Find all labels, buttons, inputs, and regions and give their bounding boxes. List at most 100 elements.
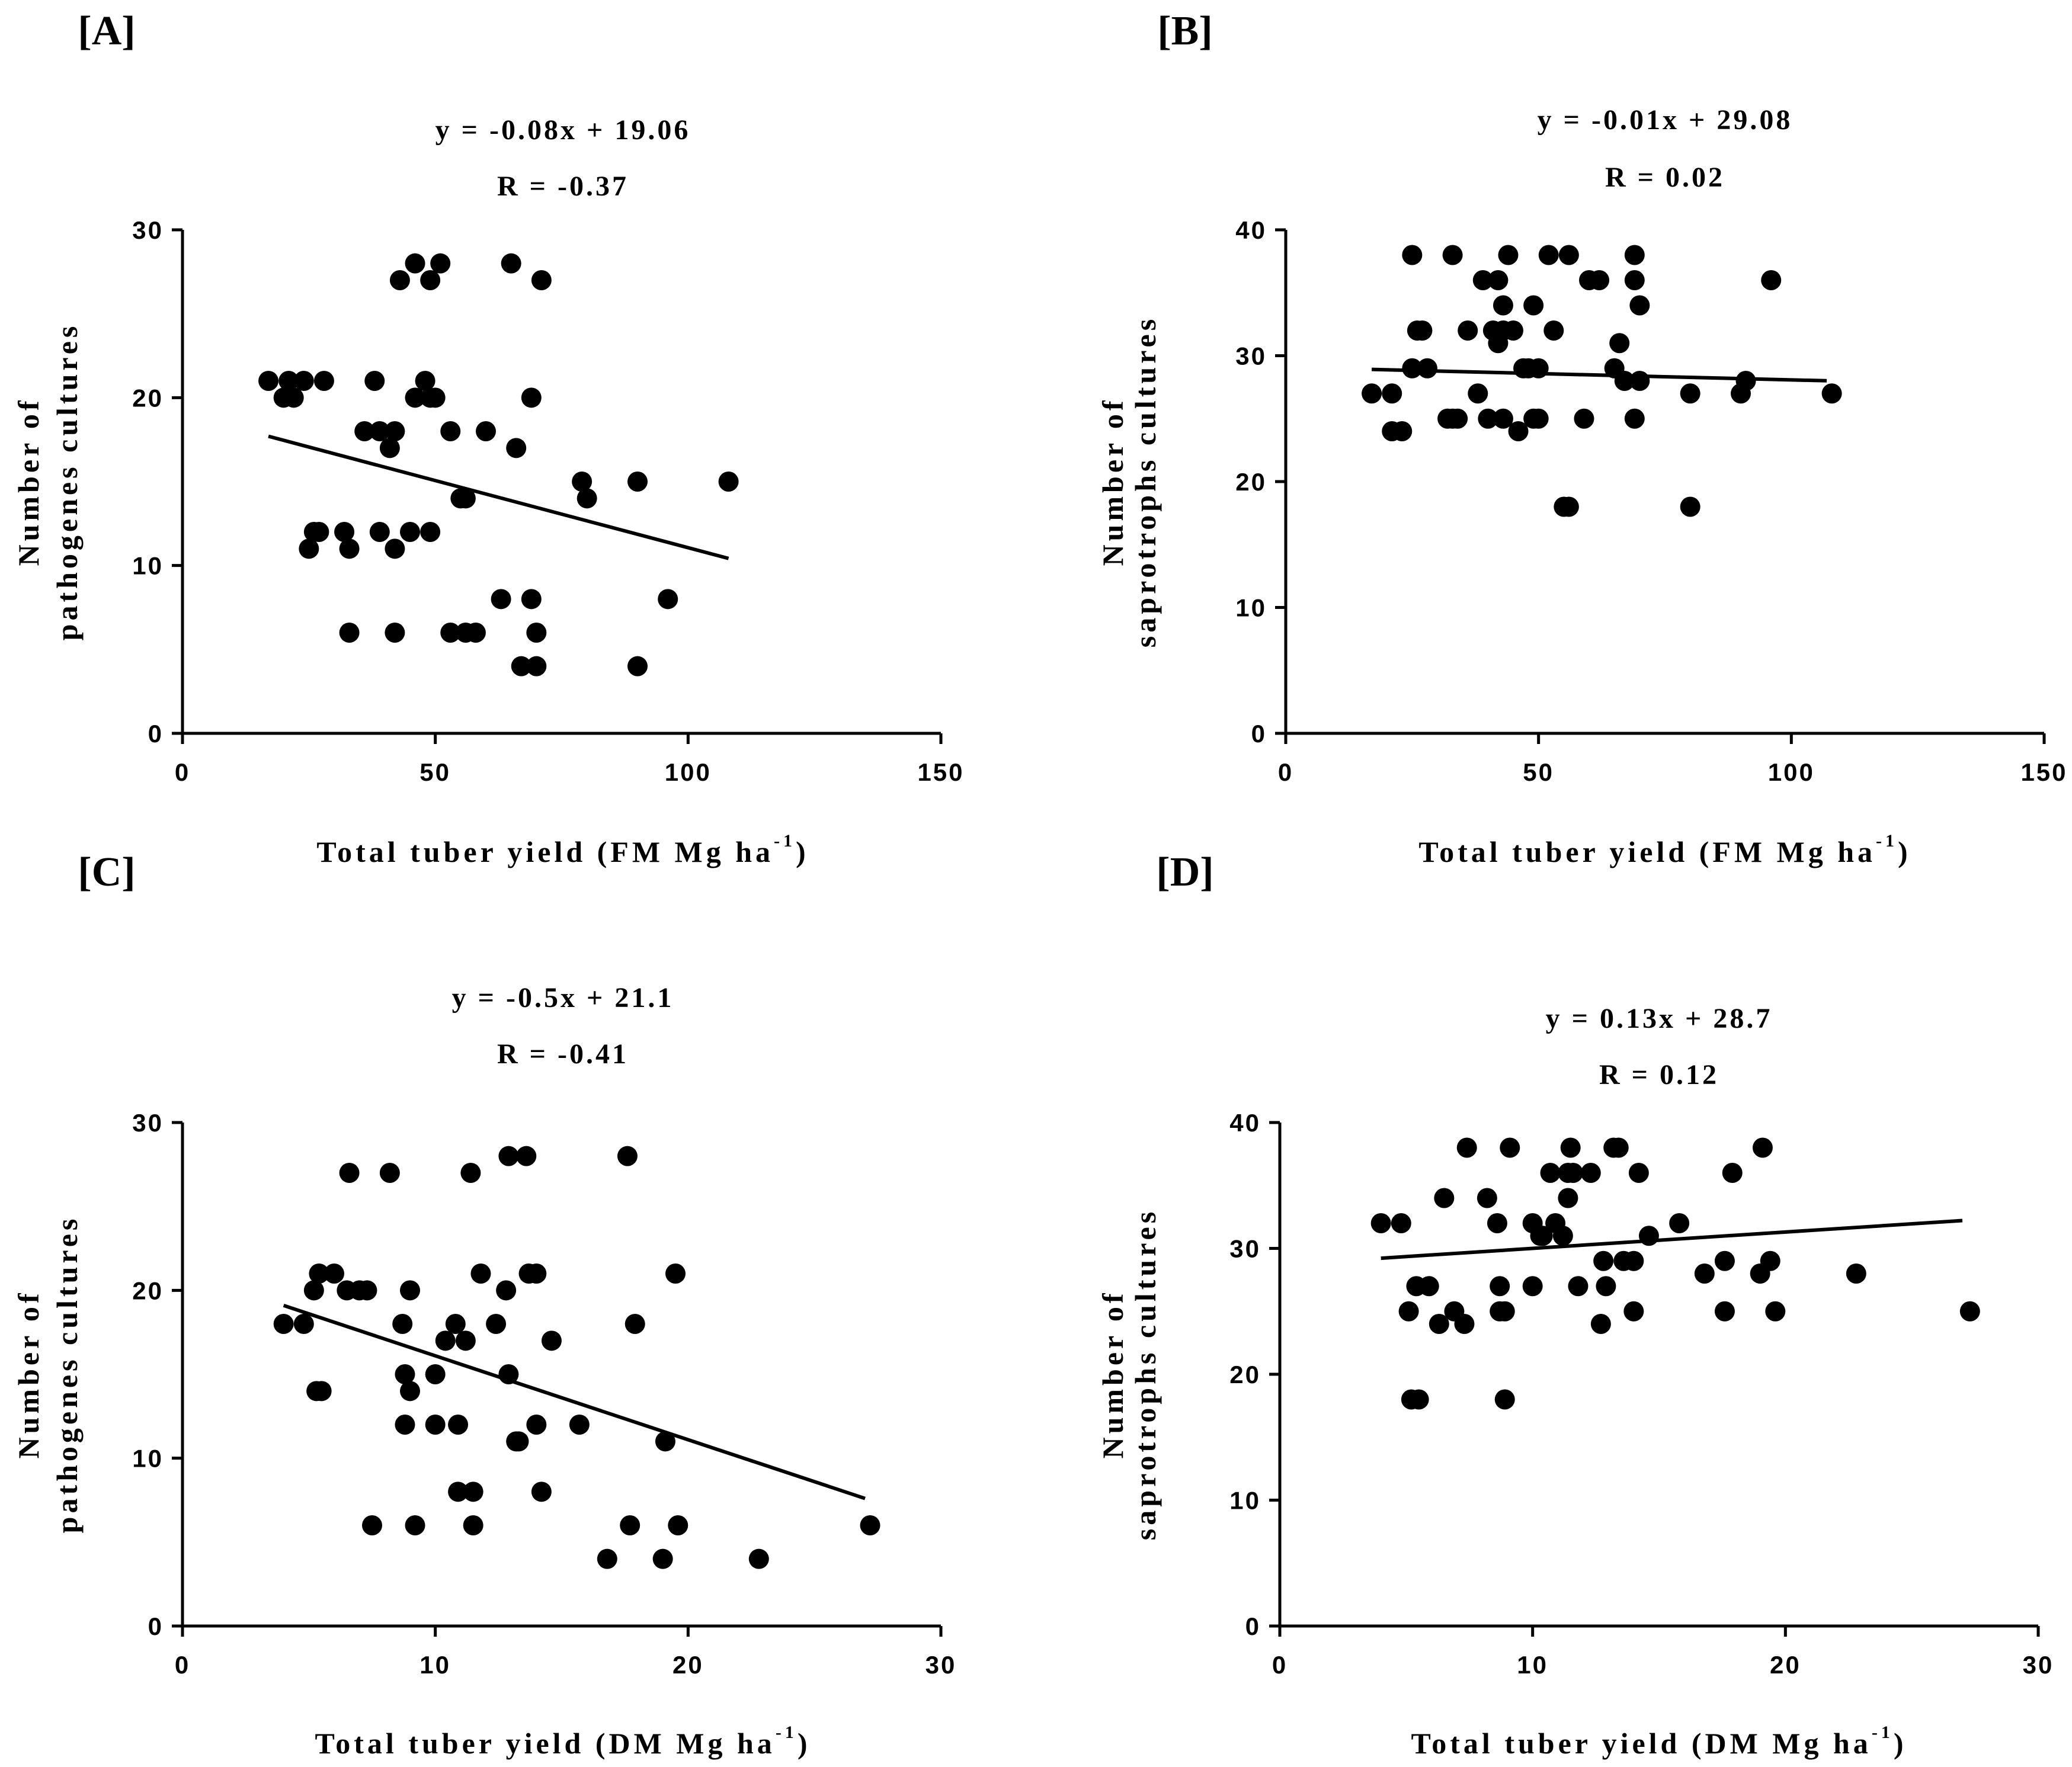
- y-axis-title-line2: saprotrophs cultures: [1129, 316, 1162, 647]
- data-point: [531, 270, 552, 290]
- trend-line: [1371, 367, 1827, 383]
- data-point: [1493, 408, 1513, 429]
- data-point: [1694, 1263, 1715, 1284]
- data-point: [1558, 1188, 1578, 1208]
- data-point: [627, 656, 648, 676]
- x-tick-label: 20: [1770, 1651, 1801, 1679]
- data-point: [339, 538, 360, 559]
- data-point: [1498, 245, 1519, 265]
- data-point: [1735, 371, 1756, 391]
- data-point: [430, 253, 451, 274]
- y-tick-label: 10: [1235, 594, 1267, 622]
- data-point: [1714, 1250, 1735, 1271]
- data-point: [1392, 421, 1413, 441]
- data-point: [1532, 1226, 1553, 1246]
- x-axis-title-superscript: -1: [1872, 1723, 1894, 1742]
- panel-letter: [C]: [78, 849, 135, 895]
- data-point: [1623, 1301, 1644, 1322]
- data-point: [465, 623, 486, 643]
- data-point: [577, 488, 597, 509]
- data-point: [324, 1263, 344, 1284]
- data-point: [1629, 371, 1650, 391]
- x-axis-title-end: ): [1894, 1727, 1907, 1760]
- data-point: [1493, 295, 1513, 316]
- data-point: [1472, 270, 1493, 290]
- data-point: [718, 472, 739, 492]
- data-point: [463, 1481, 483, 1502]
- data-point: [627, 472, 648, 492]
- data-point: [440, 623, 461, 643]
- y-tick-label: 20: [132, 384, 164, 412]
- x-tick-label: 0: [1278, 758, 1293, 786]
- data-point: [476, 421, 496, 441]
- data-point: [1543, 320, 1564, 341]
- panel-letter: [A]: [78, 8, 135, 54]
- data-point: [339, 623, 360, 643]
- data-point: [435, 1330, 456, 1351]
- data-point: [526, 1415, 547, 1435]
- data-point: [1680, 383, 1700, 404]
- x-axis-title: Total tuber yield (FM Mg ha-1): [316, 831, 809, 868]
- data-point: [313, 371, 334, 391]
- data-point: [1487, 1213, 1507, 1233]
- data-point: [369, 421, 390, 441]
- trend-line: [283, 1303, 866, 1500]
- x-axis-title-text: Total tuber yield (FM Mg ha: [316, 835, 774, 868]
- data-point: [1821, 383, 1842, 404]
- y-tick-label: 30: [132, 1109, 164, 1137]
- data-point: [521, 387, 542, 408]
- data-point: [1538, 245, 1559, 265]
- data-point: [526, 623, 547, 643]
- data-point: [1494, 1301, 1515, 1322]
- data-point: [1382, 383, 1402, 404]
- data-point: [1490, 1276, 1510, 1297]
- data-point: [1552, 1226, 1573, 1246]
- panel-letter: [D]: [1156, 849, 1213, 895]
- data-point: [258, 371, 279, 391]
- trend-line: [268, 434, 729, 560]
- y-tick-label: 0: [1251, 720, 1267, 748]
- x-axis-title-superscript: -1: [1876, 831, 1898, 851]
- x-axis-title: Total tuber yield (FM Mg ha-1): [1418, 831, 1911, 868]
- data-point: [389, 270, 410, 290]
- data-point: [526, 1263, 547, 1284]
- data-point: [309, 1263, 329, 1284]
- data-point: [1434, 1188, 1455, 1208]
- data-point: [1680, 496, 1700, 517]
- data-point: [385, 421, 405, 441]
- data-point: [1614, 371, 1635, 391]
- data-point: [1503, 320, 1523, 341]
- x-tick-label: 50: [1523, 758, 1554, 786]
- data-point: [357, 1280, 377, 1301]
- correlation-label: R = -0.41: [497, 1038, 629, 1070]
- data-point: [1752, 1137, 1773, 1158]
- data-point: [364, 371, 385, 391]
- data-point: [339, 1163, 360, 1183]
- data-point: [299, 538, 319, 559]
- x-tick-label: 0: [1272, 1651, 1288, 1679]
- data-point: [385, 538, 405, 559]
- data-point: [1628, 1163, 1649, 1183]
- data-point: [1669, 1213, 1690, 1233]
- data-point: [1412, 320, 1433, 341]
- x-tick-label: 20: [672, 1651, 704, 1679]
- x-tick-label: 10: [1517, 1651, 1548, 1679]
- regression-equation: y = -0.08x + 19.06: [435, 114, 691, 146]
- chart-panel: [C] y = -0.5x + 21.1 R = -0.41 0 10 20 30 0 10 20…: [12, 849, 955, 1760]
- data-point: [1523, 295, 1544, 316]
- data-point: [511, 656, 531, 676]
- x-tick-label: 0: [175, 1651, 190, 1679]
- data-point: [620, 1515, 641, 1535]
- data-point: [1624, 245, 1645, 265]
- data-point: [1402, 245, 1423, 265]
- data-point: [1370, 1213, 1391, 1233]
- x-tick-label: 100: [1768, 758, 1815, 786]
- data-point: [541, 1330, 562, 1351]
- data-point: [1458, 320, 1478, 341]
- data-point: [455, 1330, 476, 1351]
- chart-panel: [B] y = -0.01x + 29.08 R = 0.02 0 50 100 150 0 1…: [1096, 8, 2066, 868]
- regression-equation: y = -0.5x + 21.1: [452, 982, 674, 1014]
- data-point: [1562, 1163, 1583, 1183]
- x-tick-label: 150: [917, 758, 964, 786]
- x-axis-title-text: Total tuber yield (FM Mg ha: [1418, 835, 1876, 868]
